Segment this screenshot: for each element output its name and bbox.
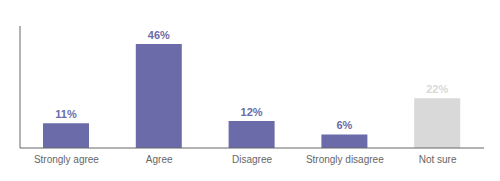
svg-text:Not sure: Not sure bbox=[419, 154, 457, 165]
svg-text:46%: 46% bbox=[148, 29, 170, 41]
svg-text:Disagree: Disagree bbox=[232, 154, 272, 165]
svg-text:Strongly agree: Strongly agree bbox=[34, 154, 99, 165]
svg-text:6%: 6% bbox=[336, 119, 352, 131]
svg-text:12%: 12% bbox=[241, 106, 263, 118]
svg-text:11%: 11% bbox=[55, 108, 77, 120]
svg-text:Agree: Agree bbox=[146, 154, 173, 165]
svg-text:Strongly disagree: Strongly disagree bbox=[306, 154, 384, 165]
svg-text:22%: 22% bbox=[426, 83, 448, 95]
